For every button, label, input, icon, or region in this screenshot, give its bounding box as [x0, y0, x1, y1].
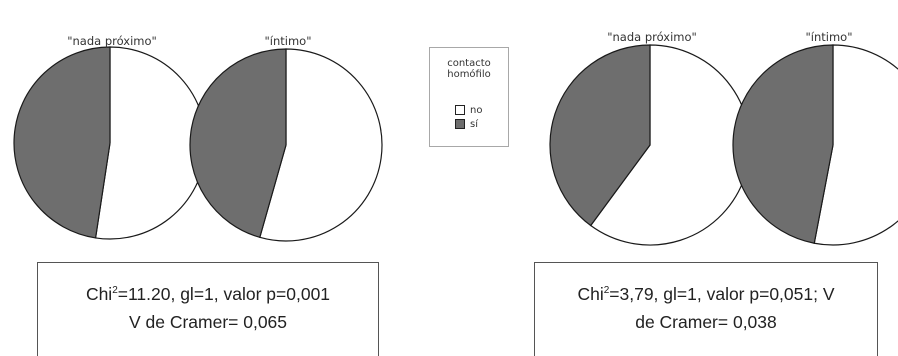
pie-1-0: [549, 44, 751, 246]
pie-title: "nada próximo": [607, 30, 697, 44]
stat-line-1: Chi2=3,79, gl=1, valor p=0,051; V: [535, 280, 877, 308]
pie-slice-si: [189, 48, 287, 239]
stat-line-2: de Cramer= 0,038: [635, 312, 777, 332]
stat-values: =3,79, gl=1, valor p=0,051; V: [609, 284, 835, 304]
chi-label: Chi: [85, 284, 113, 304]
pie-title: "íntimo": [805, 30, 852, 44]
legend-label-si: sí: [470, 118, 478, 130]
pie-slice-si: [549, 44, 651, 227]
pie-0-0: [13, 46, 207, 240]
chi-superscript: 2: [603, 285, 610, 297]
chi-label: Chi: [577, 284, 604, 304]
legend-swatch-no: [455, 105, 465, 115]
pie-slice-no: [813, 44, 898, 246]
chi-superscript: 2: [112, 285, 118, 297]
pie-title: "íntimo": [264, 34, 311, 48]
stat-line-1: Chi2=11.20, gl=1, valor p=0,001: [38, 280, 378, 308]
legend: contacto homófilo no sí: [429, 47, 509, 147]
pie-0-1: [189, 48, 383, 242]
stat-box-right: Chi2=3,79, gl=1, valor p=0,051; V de Cra…: [534, 262, 878, 356]
legend-item-si: sí: [455, 118, 478, 130]
stat-line-2: V de Cramer= 0,065: [128, 312, 288, 332]
pie-slice-si: [13, 46, 111, 239]
stat-values: =11.20, gl=1, valor p=0,001: [117, 284, 331, 304]
stat-box-left: Chi2=11.20, gl=1, valor p=0,001 V de Cra…: [37, 262, 379, 356]
pie-title: "nada próximo": [67, 34, 157, 48]
pie-slice-si: [732, 44, 834, 244]
legend-label-no: no: [470, 104, 483, 116]
legend-swatch-si: [455, 119, 465, 129]
legend-title: contacto homófilo: [447, 58, 491, 80]
pie-slice-no: [259, 48, 383, 242]
legend-item-no: no: [455, 104, 482, 116]
pie-1-1: [732, 44, 898, 246]
